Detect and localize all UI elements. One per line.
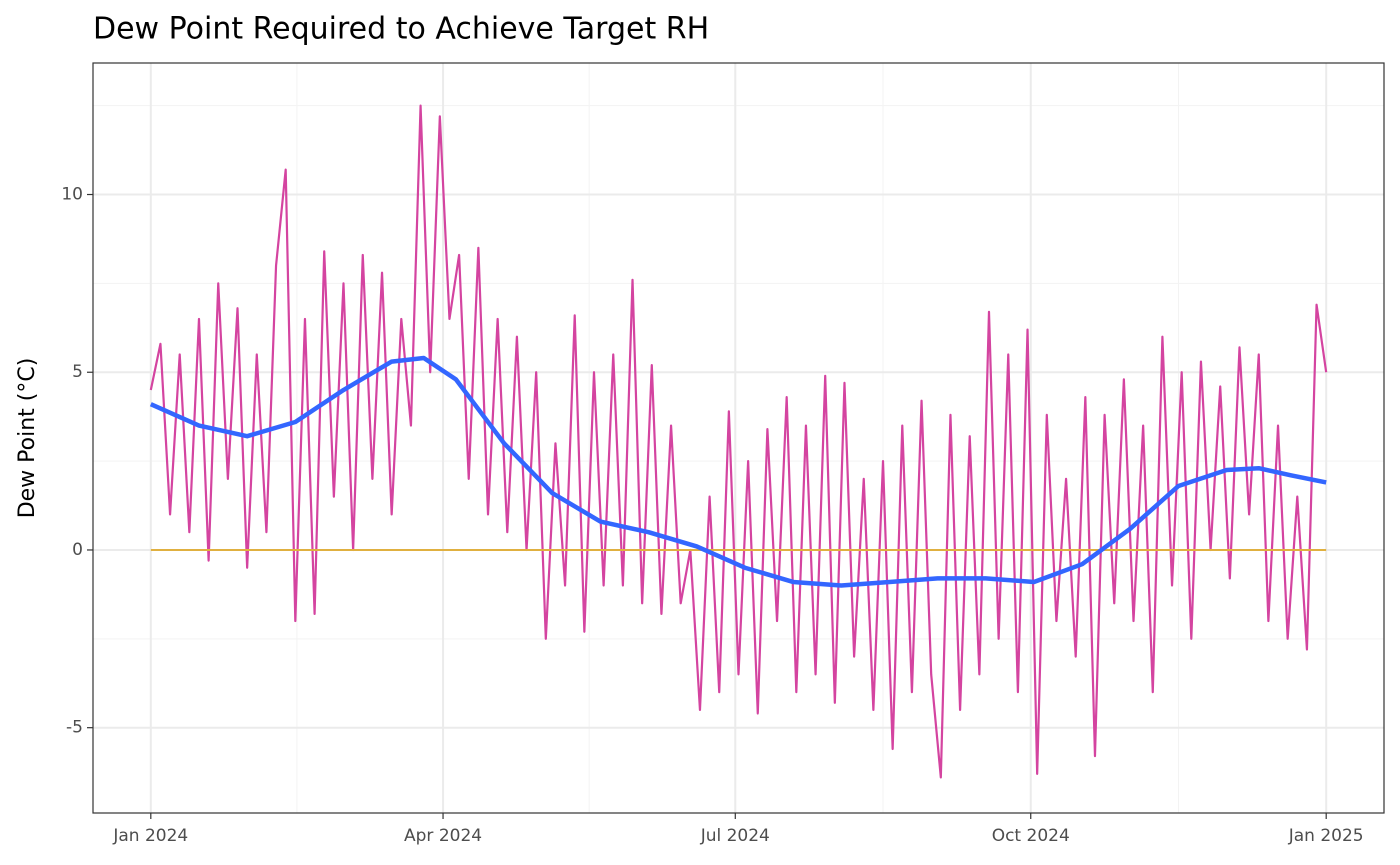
x-tick-label: Jul 2024 <box>700 826 770 846</box>
marks <box>149 104 1328 779</box>
panel-border <box>92 62 1385 814</box>
x-tick-label: Oct 2024 <box>992 826 1070 846</box>
y-tick-label: 10 <box>61 185 83 205</box>
grid <box>93 63 1384 813</box>
y-axis-label: Dew Point (°C) <box>15 358 40 519</box>
chart-title: Dew Point Required to Achieve Target RH <box>93 12 709 47</box>
y-tick-label: -5 <box>66 718 83 738</box>
data-line <box>149 104 1328 779</box>
data-line <box>149 355 1327 588</box>
x-tick-label: Jan 2024 <box>112 826 188 846</box>
y-tick-label: 0 <box>72 540 83 560</box>
x-tick-label: Jan 2025 <box>1288 826 1364 846</box>
y-tick-label: 5 <box>72 362 83 382</box>
x-tick-label: Apr 2024 <box>404 826 482 846</box>
